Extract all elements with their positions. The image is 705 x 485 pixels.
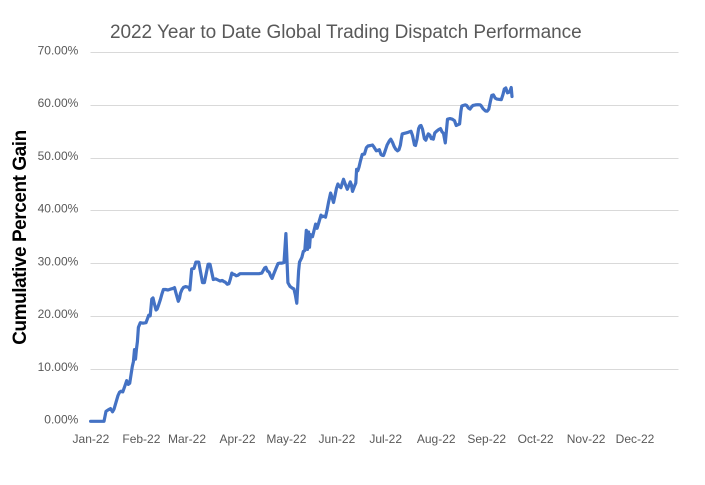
svg-text:30.00%: 30.00% xyxy=(38,254,79,268)
svg-text:Jun-22: Jun-22 xyxy=(319,432,356,446)
svg-text:Jul-22: Jul-22 xyxy=(369,432,402,446)
svg-text:Mar-22: Mar-22 xyxy=(168,432,206,446)
svg-text:Nov-22: Nov-22 xyxy=(567,432,606,446)
svg-text:70.00%: 70.00% xyxy=(38,43,79,57)
svg-text:Cumulative Percent Gain: Cumulative Percent Gain xyxy=(10,130,31,345)
svg-text:Feb-22: Feb-22 xyxy=(122,432,160,446)
svg-text:2022 Year to Date Global Tradi: 2022 Year to Date Global Trading Dispatc… xyxy=(110,22,582,43)
svg-text:10.00%: 10.00% xyxy=(38,360,79,374)
svg-text:May-22: May-22 xyxy=(266,432,306,446)
svg-text:Dec-22: Dec-22 xyxy=(616,432,655,446)
svg-text:20.00%: 20.00% xyxy=(38,307,79,321)
svg-text:Sep-22: Sep-22 xyxy=(467,432,506,446)
svg-text:Jan-22: Jan-22 xyxy=(73,432,110,446)
svg-text:0.00%: 0.00% xyxy=(44,413,78,427)
svg-text:Aug-22: Aug-22 xyxy=(417,432,456,446)
svg-text:50.00%: 50.00% xyxy=(38,149,79,163)
svg-text:40.00%: 40.00% xyxy=(38,202,79,216)
svg-text:60.00%: 60.00% xyxy=(38,96,79,110)
svg-text:Apr-22: Apr-22 xyxy=(219,432,255,446)
svg-text:Oct-22: Oct-22 xyxy=(518,432,554,446)
